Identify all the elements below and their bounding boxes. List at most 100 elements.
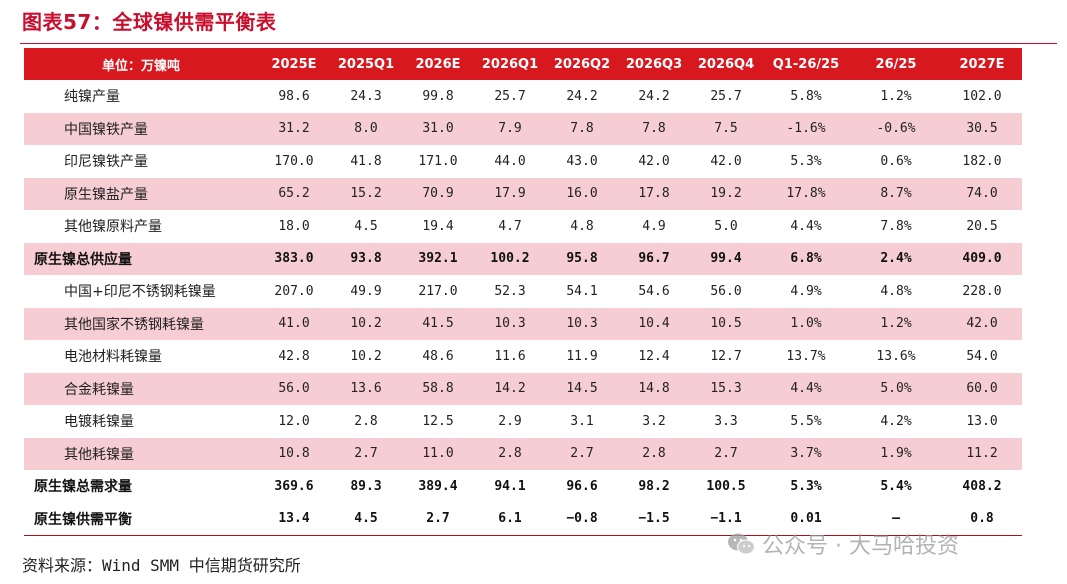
value-cell: 56.0 (258, 372, 330, 405)
value-cell: 4.8 (570, 218, 594, 234)
value-cell: 49.9 (350, 283, 382, 299)
value-cell: 54.6 (638, 283, 670, 299)
value-cell: 8.7% (850, 177, 942, 210)
header-cell: 2026Q1 (474, 48, 546, 80)
title-rule (20, 43, 1057, 44)
table-row: 原生镍总需求量 369.6 89.3 389.4 94.1 96.6 98.2 100.5 5.… (24, 470, 1022, 503)
value-cell: 7.9 (474, 112, 546, 145)
value-cell: 19.2 (690, 177, 762, 210)
value-cell: 7.5 (690, 112, 762, 145)
value-cell: 4.7 (498, 218, 522, 234)
value-cell: 2.9 (498, 413, 522, 429)
table-row: 原生镍供需平衡 13.4 4.5 2.7 6.1 −0.8 −1.5 −1.1 0.01–0.8 (24, 502, 1022, 536)
value-cell: 12.0 (278, 413, 310, 429)
value-cell: 228.0 (962, 283, 1002, 299)
value-cell: 70.9 (402, 177, 474, 210)
value-cell: 14.2 (474, 372, 546, 405)
value-cell: 4.4% (762, 372, 850, 405)
watermark: 公众号 · 大马哈投资 (726, 528, 959, 560)
value-cell: 170.0 (274, 153, 314, 169)
value-cell: 41.5 (402, 307, 474, 340)
value-cell: 10.3 (474, 307, 546, 340)
row-label: 原生镍盐产量 (24, 177, 258, 210)
value-cell: 11.6 (494, 348, 526, 364)
value-cell: 3.2 (642, 413, 666, 429)
value-cell: 58.8 (402, 372, 474, 405)
value-cell: 2.7 (330, 437, 402, 470)
header-cell: 2026E (402, 48, 474, 80)
row-label: 电池材料耗镍量 (64, 349, 162, 366)
value-cell: 48.6 (422, 348, 454, 364)
value-cell: 24.3 (350, 88, 382, 104)
value-cell: 8.0 (330, 112, 402, 145)
value-cell: 19.4 (422, 218, 454, 234)
value-cell: 65.2 (258, 177, 330, 210)
value-cell: 52.3 (494, 283, 526, 299)
value-cell: 409.0 (942, 242, 1022, 275)
value-cell: 17.9 (474, 177, 546, 210)
value-cell: 2.4% (850, 242, 942, 275)
value-cell: 15.3 (690, 372, 762, 405)
value-cell: 15.2 (330, 177, 402, 210)
value-cell: 31.2 (258, 112, 330, 145)
value-cell: 30.5 (942, 112, 1022, 145)
value-cell: 11.0 (402, 437, 474, 470)
value-cell: 74.0 (942, 177, 1022, 210)
row-label: 原生镍总需求量 (34, 479, 132, 496)
value-cell: 6.8% (762, 242, 850, 275)
header-cell: 单位：万镍吨 (24, 48, 258, 80)
value-cell: 3.3 (714, 413, 738, 429)
value-cell: 95.8 (546, 242, 618, 275)
value-cell: 10.3 (546, 307, 618, 340)
value-cell: 17.8 (618, 177, 690, 210)
header-cell: 2026Q2 (546, 48, 618, 80)
value-cell: 2.8 (354, 413, 378, 429)
table-row: 其他国家不锈钢耗镍量 41.0 10.2 41.5 10.3 10.3 10.4 10.5 1.… (24, 307, 1022, 340)
table-row: 中国镍铁产量 31.2 8.0 31.0 7.9 7.8 7.8 7.5 -1.6% -0.6% 3… (24, 112, 1022, 145)
value-cell: 6.1 (474, 502, 546, 536)
header-cell: 26/25 (850, 48, 942, 80)
value-cell: 54.1 (566, 283, 598, 299)
value-cell: 24.2 (566, 88, 598, 104)
row-label: 纯镍产量 (64, 89, 120, 106)
value-cell: 7.8 (546, 112, 618, 145)
value-cell: 13.4 (258, 502, 330, 536)
header-row: 单位：万镍吨 2025E 2025Q1 2026E 2026Q1 2026Q2 … (24, 48, 1022, 80)
wechat-icon (728, 533, 755, 555)
value-cell: −1.5 (618, 502, 690, 536)
value-cell: – (850, 502, 942, 536)
value-cell: 5.0% (850, 372, 942, 405)
value-cell: 25.7 (710, 88, 742, 104)
value-cell: 383.0 (258, 242, 330, 275)
value-cell: 1.2% (850, 307, 942, 340)
value-cell: 7.8% (880, 218, 912, 234)
table-row: 原生镍总供应量 383.0 93.8 392.1 100.2 95.8 96.7 99.4 6.… (24, 242, 1022, 275)
value-cell: 408.2 (962, 478, 1002, 494)
value-cell: 42.0 (942, 307, 1022, 340)
row-label: 其他镍原料产量 (64, 219, 162, 236)
header-cell: 2025E (258, 48, 330, 80)
value-cell: 2.7 (402, 502, 474, 536)
value-cell: 0.8 (942, 502, 1022, 536)
nickel-balance-table: 单位：万镍吨 2025E 2025Q1 2026E 2026Q1 2026Q2 … (24, 48, 1022, 536)
value-cell: 94.1 (494, 478, 526, 494)
value-cell: 13.6% (876, 348, 916, 364)
value-cell: 56.0 (710, 283, 742, 299)
table-row: 原生镍盐产量 65.2 15.2 70.9 17.9 16.0 17.8 19.2 17.8% 8… (24, 177, 1022, 210)
header-cell: 2025Q1 (330, 48, 402, 80)
row-label: 中国镍铁产量 (24, 112, 258, 145)
value-cell: 3.1 (570, 413, 594, 429)
value-cell: 4.5 (330, 502, 402, 536)
value-cell: 1.2% (880, 88, 912, 104)
value-cell: 5.4% (880, 478, 912, 494)
value-cell: 392.1 (402, 242, 474, 275)
header-cell: 2026Q4 (690, 48, 762, 80)
value-cell: 182.0 (962, 153, 1002, 169)
row-label: 印尼镍铁产量 (64, 154, 148, 171)
value-cell: 217.0 (418, 283, 458, 299)
value-cell: 98.2 (638, 478, 670, 494)
value-cell: 60.0 (942, 372, 1022, 405)
value-cell: 5.0 (714, 218, 738, 234)
value-cell: 14.8 (618, 372, 690, 405)
value-cell: 4.9% (790, 283, 822, 299)
